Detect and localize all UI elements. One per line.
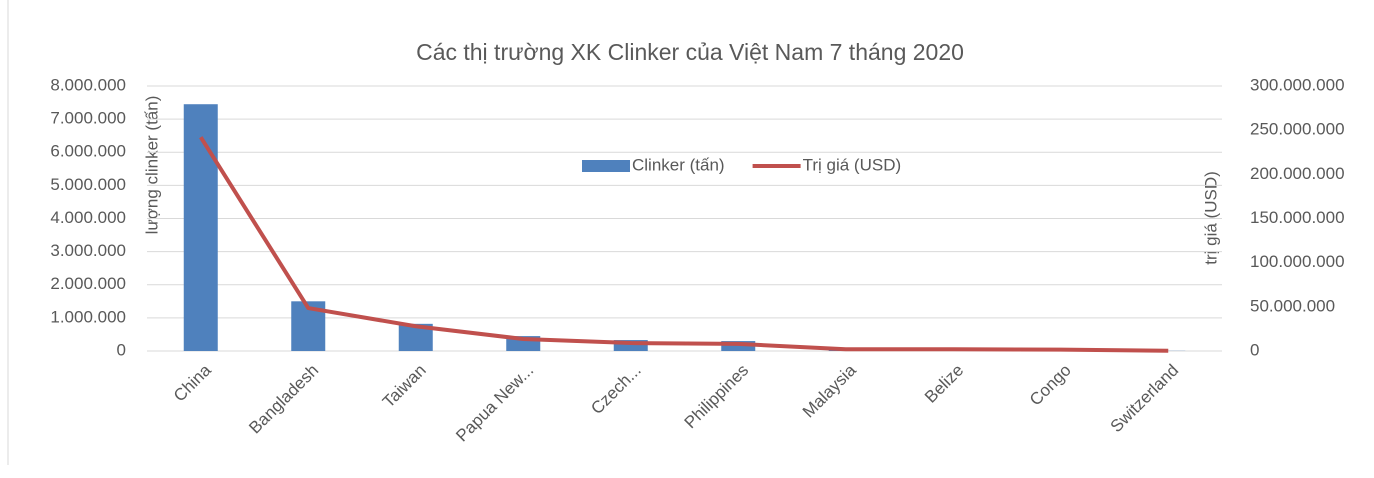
y-axis-label: lượng clinker (tấn) xyxy=(142,96,161,235)
x-tick-label: Belize xyxy=(921,361,967,407)
legend-label: Clinker (tấn) xyxy=(632,155,725,174)
y-tick-label: 3.000.000 xyxy=(50,241,126,260)
x-tick-label: Switzerland xyxy=(1107,361,1183,437)
x-tick-label: Bangladesh xyxy=(245,361,322,438)
chart-title: Các thị trường XK Clinker của Việt Nam 7… xyxy=(416,39,964,65)
y2-tick-label: 100.000.000 xyxy=(1250,252,1345,271)
y-tick-label: 7.000.000 xyxy=(50,109,126,128)
y2-tick-label: 150.000.000 xyxy=(1250,208,1345,227)
x-tick-label: Papua New... xyxy=(452,361,537,446)
y-tick-label: 8.000.000 xyxy=(50,75,126,94)
y2-tick-label: 0 xyxy=(1250,340,1259,359)
x-tick-label: China xyxy=(170,360,215,405)
y-tick-label: 4.000.000 xyxy=(50,208,126,227)
line xyxy=(199,136,1169,353)
legend-label: Trị giá (USD) xyxy=(803,155,902,174)
y2-tick-label: 300.000.000 xyxy=(1250,75,1345,94)
y2-tick-label: 50.000.000 xyxy=(1250,296,1335,315)
y-tick-label: 6.000.000 xyxy=(50,142,126,161)
y2-tick-label: 200.000.000 xyxy=(1250,164,1345,183)
y-tick-label: 5.000.000 xyxy=(50,175,126,194)
x-tick-label: Malaysia xyxy=(799,360,860,421)
x-tick-label: Czech... xyxy=(587,361,645,419)
x-tick-label: Taiwan xyxy=(379,361,430,412)
bar xyxy=(613,340,648,351)
x-tick-label: Philippines xyxy=(681,361,753,433)
y-tick-label: 1.000.000 xyxy=(50,307,126,326)
legend-swatch xyxy=(582,160,630,172)
y2-tick-label: 250.000.000 xyxy=(1250,120,1345,139)
bar xyxy=(721,341,756,351)
y-tick-label: 2.000.000 xyxy=(50,274,126,293)
x-tick-label: Congo xyxy=(1026,361,1075,410)
y-tick-label: 0 xyxy=(117,340,126,359)
bar xyxy=(183,104,218,351)
